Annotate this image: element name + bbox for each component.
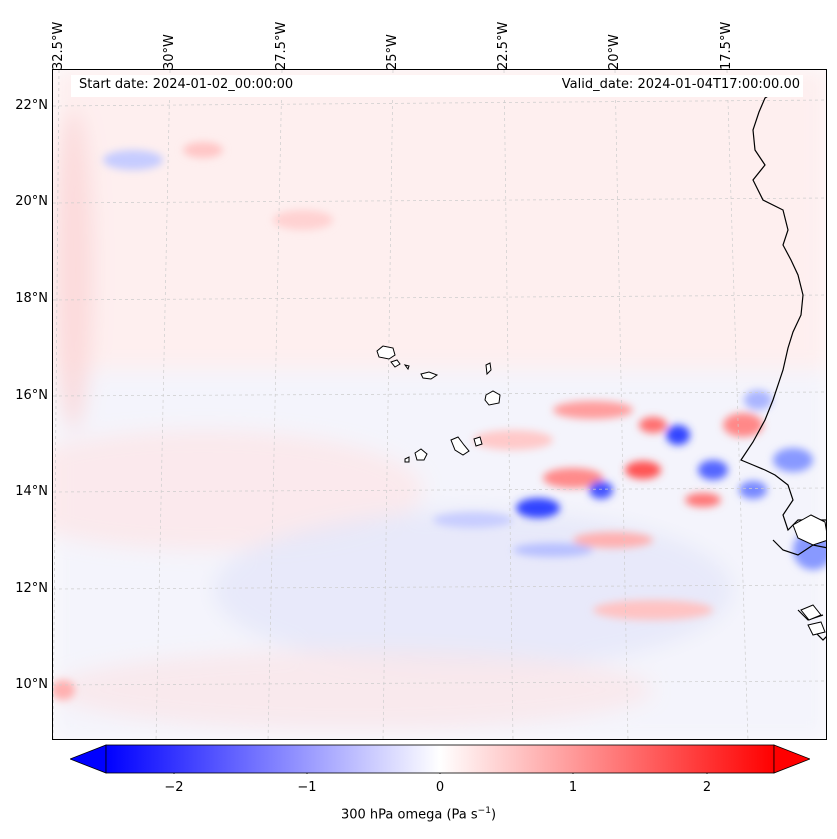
lon-label-25w: 25°W	[385, 34, 400, 70]
colorbar-tick-neg1: −1	[297, 780, 317, 795]
lat-label-12n: 12°N	[15, 581, 48, 596]
colorbar-tick-neg2: −2	[164, 780, 184, 795]
lon-label-30w: 30°W	[162, 34, 177, 70]
colorbar-min-extend	[70, 744, 107, 774]
lon-label-27-5w: 27.5°W	[274, 21, 289, 70]
colorbar-gradient	[105, 744, 775, 774]
colorbar-label: 300 hPa omega (Pa s−1)	[340, 806, 497, 823]
lat-label-22n: 22°N	[15, 98, 48, 113]
colorbar	[70, 744, 810, 774]
graticule	[53, 70, 826, 739]
lat-label-18n: 18°N	[15, 291, 48, 306]
omega-field-map	[53, 70, 826, 739]
colorbar-max-extend	[773, 744, 810, 774]
lat-label-14n: 14°N	[15, 484, 48, 499]
lon-label-22-5w: 22.5°W	[496, 21, 511, 70]
background-field	[53, 70, 826, 739]
lat-label-10n: 10°N	[15, 677, 48, 692]
lat-label-20n: 20°N	[15, 194, 48, 209]
lon-label-32-5w: 32.5°W	[51, 21, 66, 70]
valid-date-label: Valid_date: 2024-01-04T17:00:00.00	[561, 77, 800, 92]
colorbar-ticks	[173, 773, 708, 774]
colorbar-tick-0: 0	[435, 780, 445, 795]
cape-verde-islands	[376, 345, 826, 636]
header-bar	[71, 75, 803, 97]
lat-label-16n: 16°N	[15, 388, 48, 403]
colorbar-tick-1: 1	[568, 780, 578, 795]
start-date-label: Start date: 2024-01-02_00:00:00	[79, 77, 294, 92]
colorbar-tick-2: 2	[702, 780, 712, 795]
map-panel[interactable]	[52, 69, 827, 740]
omega-anomalies	[53, 142, 826, 700]
lon-label-20w: 20°W	[607, 34, 622, 70]
lon-label-17-5w: 17.5°W	[719, 21, 734, 70]
